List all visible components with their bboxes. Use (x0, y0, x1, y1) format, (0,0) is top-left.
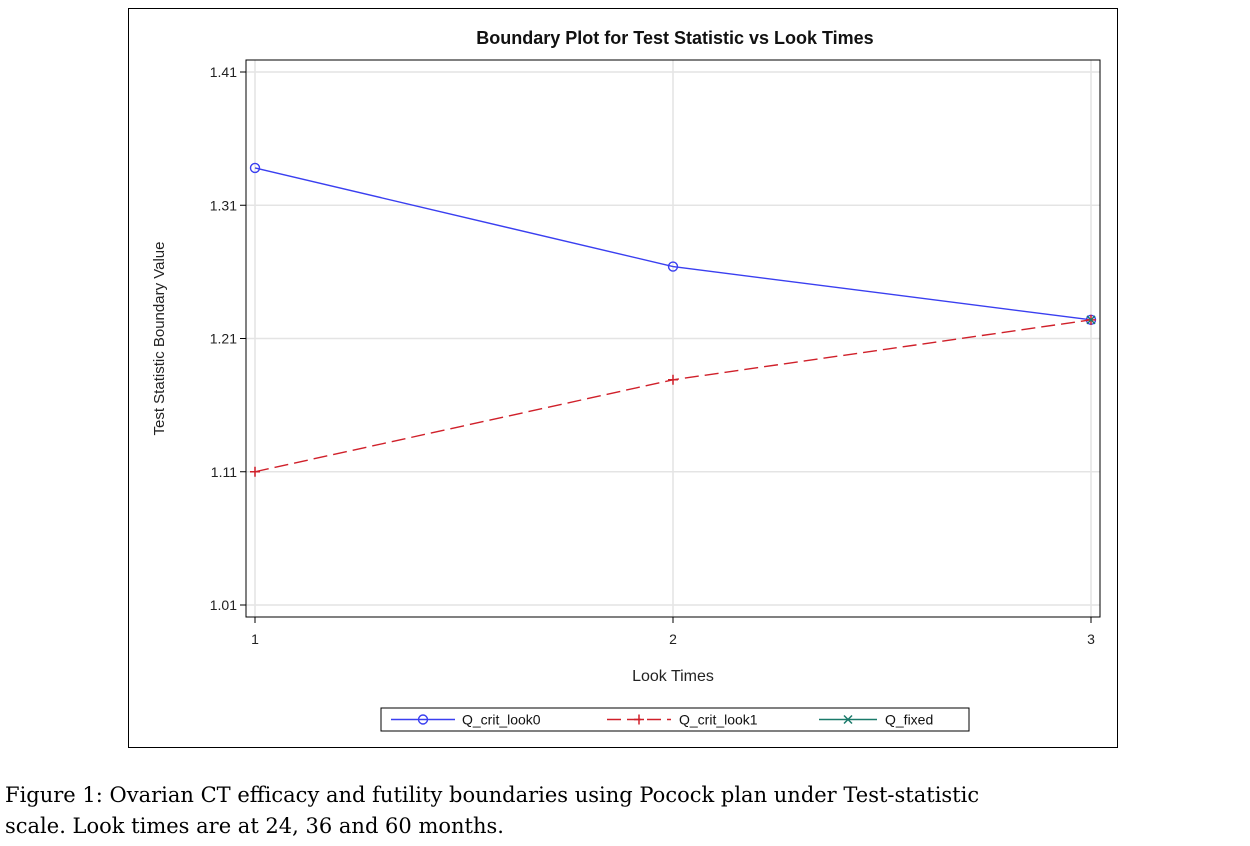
legend-box (380, 707, 970, 732)
legend-item: Q_crit_look0 (391, 712, 541, 728)
x-tick-label: 3 (1087, 631, 1095, 647)
plus-marker (250, 466, 260, 477)
y-tick-label: 1.21 (210, 331, 237, 347)
figure-caption: Figure 1: Ovarian CT efficacy and futili… (5, 780, 1245, 842)
chart-frame: Boundary Plot for Test Statistic vs Look… (128, 8, 1118, 748)
x-tick-label: 2 (669, 631, 677, 647)
circle-marker (667, 261, 679, 272)
y-tick-label: 1.41 (210, 64, 237, 80)
plus-marker (634, 714, 644, 725)
x-marker (843, 714, 853, 725)
series-line (254, 167, 1092, 321)
y-axis-label: Test Statistic Boundary Value (151, 242, 168, 436)
series-q-fixed (1086, 315, 1096, 325)
y-tick-label: 1.31 (210, 197, 237, 213)
chart-title: Boundary Plot for Test Statistic vs Look… (476, 28, 873, 48)
caption-line-1: Figure 1: Ovarian CT efficacy and futili… (5, 783, 980, 807)
circle-marker (249, 162, 261, 174)
legend-item: Q_fixed (819, 712, 933, 728)
legend-label: Q_crit_look0 (462, 712, 541, 728)
plus-marker (668, 374, 678, 385)
circle-marker (417, 714, 429, 725)
x-marker (1086, 315, 1096, 325)
y-tick-label: 1.01 (210, 597, 237, 613)
boundary-chart: Boundary Plot for Test Statistic vs Look… (151, 28, 1101, 732)
legend: Q_crit_look0 Q_crit_look1 Q_fixed (380, 707, 970, 732)
legend-label: Q_fixed (885, 712, 933, 728)
y-tick-label: 1.11 (211, 464, 237, 480)
legend-label: Q_crit_look1 (679, 712, 758, 728)
x-axis-label: Look Times (632, 668, 714, 685)
x-tick-label: 1 (251, 631, 259, 647)
caption-line-2: scale. Look times are at 24, 36 and 60 m… (5, 814, 504, 838)
legend-item: Q_crit_look1 (607, 712, 758, 728)
